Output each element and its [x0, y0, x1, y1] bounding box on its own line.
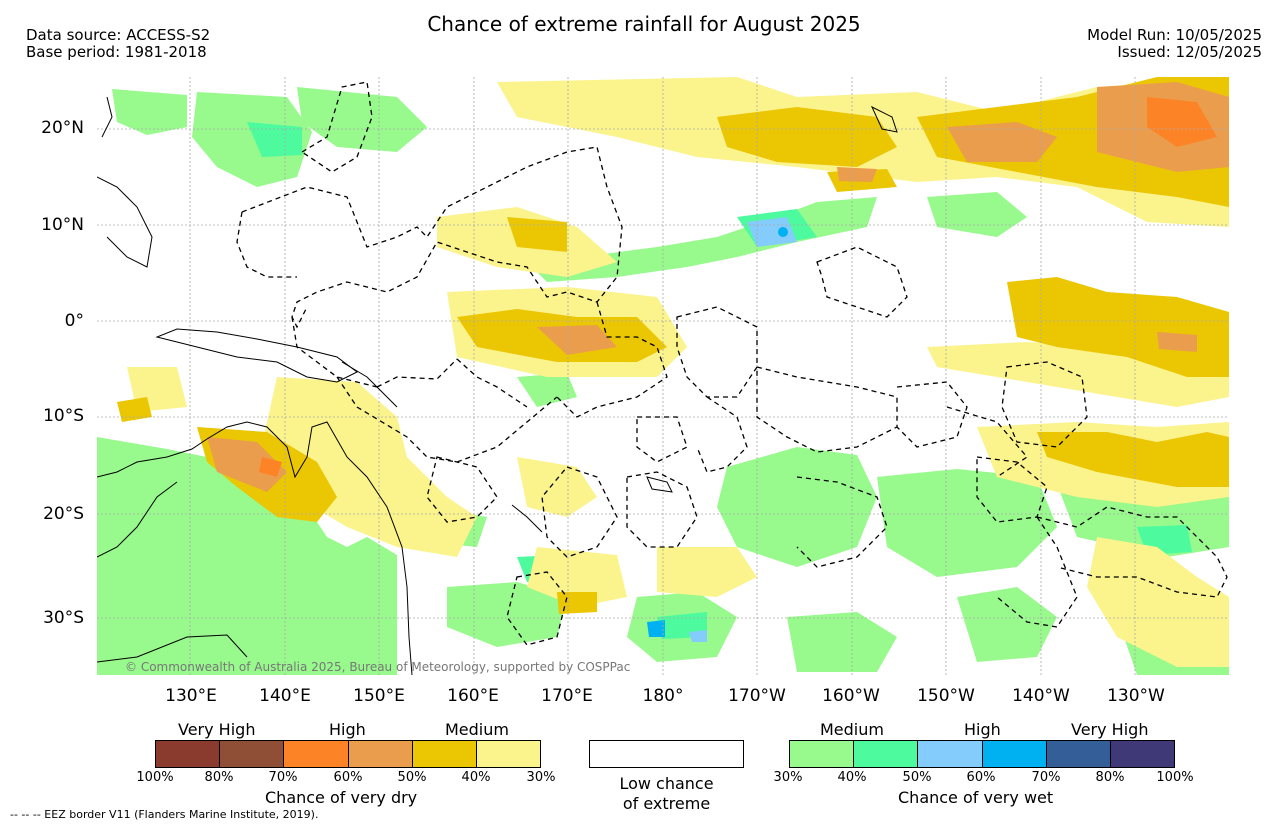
wet-tick: 40% [837, 770, 867, 785]
eez-border-note: -- -- -- EEZ border V11 (Flanders Marine… [10, 808, 319, 821]
base-period-text: Base period: 1981-2018 [26, 43, 207, 61]
wet-category-medium: Medium [820, 720, 884, 739]
wet-category-very-high: Very High [1071, 720, 1149, 739]
wet-swatch-2 [854, 741, 919, 767]
lat-label-20s: 20°S [43, 504, 84, 524]
lat-label-10n: 10°N [41, 215, 84, 235]
model-run-text: Model Run: 10/05/2025 [1087, 26, 1262, 44]
copyright-text: © Commonwealth of Australia 2025, Bureau… [125, 660, 630, 674]
lon-label-170w: 170°W [728, 686, 786, 706]
lat-label-0: 0° [64, 311, 84, 331]
data-source-text: Data source: ACCESS-S2 [26, 26, 211, 44]
wet-very-high-regions [647, 217, 797, 642]
dry-swatch-1 [156, 741, 221, 767]
dry-swatch-3 [284, 741, 349, 767]
wet-tick: 100% [1156, 770, 1194, 785]
dry-colorbar [155, 740, 541, 768]
neutral-caption-line1: Low chance [619, 774, 714, 793]
model-run-info: Model Run: 10/05/2025 Issued: 12/05/2025 [1087, 27, 1262, 61]
lon-label-130e: 130°E [165, 686, 217, 706]
issued-text: Issued: 12/05/2025 [1117, 43, 1262, 61]
lat-label-30s: 30°S [43, 608, 84, 628]
wet-swatch-4 [982, 741, 1047, 767]
dry-tick: 60% [333, 770, 363, 785]
wet-tick: 30% [773, 770, 803, 785]
dry-tick: 50% [397, 770, 427, 785]
dry-tick: 100% [136, 770, 174, 785]
neutral-swatch [589, 740, 744, 768]
lat-label-10s: 10°S [43, 406, 84, 426]
coastlines [97, 96, 898, 675]
wet-category-high: High [964, 720, 1001, 739]
dry-category-high: High [329, 720, 366, 739]
dry-swatch-5 [412, 741, 477, 767]
wet-tick: 80% [1095, 770, 1125, 785]
wet-swatch-3 [918, 741, 983, 767]
dry-category-medium: Medium [445, 720, 509, 739]
graticule [97, 77, 1229, 675]
wet-swatch-6 [1110, 741, 1175, 767]
lon-label-150w: 150°W [917, 686, 975, 706]
dry-tick: 30% [526, 770, 556, 785]
wet-swatch-1 [790, 741, 855, 767]
neutral-caption-line2: of extreme [622, 794, 711, 813]
eez-borders [236, 81, 1228, 646]
lon-label-170e: 170°E [541, 686, 593, 706]
dry-tick: 70% [268, 770, 298, 785]
wet-tick: 50% [902, 770, 932, 785]
rainfall-map: © Commonwealth of Australia 2025, Bureau… [97, 77, 1229, 675]
wet-swatch-5 [1046, 741, 1111, 767]
dry-legend-caption: Chance of very dry [265, 788, 418, 807]
lat-label-20n: 20°N [41, 118, 84, 138]
dry-swatch-4 [348, 741, 413, 767]
wet-legend-caption: Chance of very wet [898, 788, 1054, 807]
data-source-info: Data source: ACCESS-S2 Base period: 1981… [26, 27, 210, 61]
wet-tick: 60% [966, 770, 996, 785]
lon-label-130w: 130°W [1107, 686, 1165, 706]
dry-swatch-6 [476, 741, 541, 767]
dry-category-very-high: Very High [178, 720, 256, 739]
neutral-legend-caption: Low chance of extreme [589, 774, 744, 814]
wet-colorbar [789, 740, 1175, 768]
lon-label-140w: 140°W [1012, 686, 1070, 706]
dry-tick: 40% [461, 770, 491, 785]
dry-high-regions [207, 82, 1229, 492]
lon-label-150e: 150°E [353, 686, 405, 706]
lon-label-140e: 140°E [259, 686, 311, 706]
lon-label-160e: 160°E [447, 686, 499, 706]
wet-tick: 70% [1031, 770, 1061, 785]
lon-label-160w: 160°W [822, 686, 880, 706]
map-title: Chance of extreme rainfall for August 20… [427, 12, 861, 36]
dry-tick: 80% [204, 770, 234, 785]
dry-swatch-2 [220, 741, 285, 767]
lon-label-180: 180° [642, 686, 684, 706]
